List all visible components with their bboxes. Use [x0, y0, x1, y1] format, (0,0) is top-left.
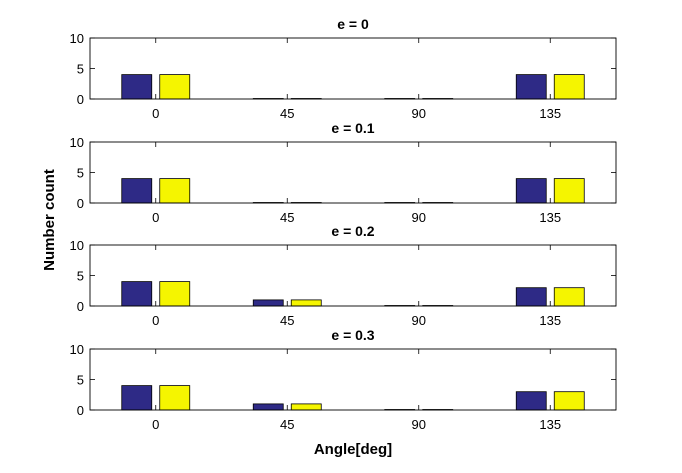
x-tick-label: 45 [280, 313, 294, 328]
bar [252, 299, 284, 307]
y-tick-label: 5 [77, 269, 84, 284]
x-axis-label: Angle[deg] [314, 441, 392, 458]
y-tick-label: 10 [70, 135, 84, 150]
bar [121, 74, 153, 100]
bar [553, 178, 585, 204]
x-tick-label: 0 [152, 210, 159, 225]
y-tick-label: 0 [77, 299, 84, 314]
bar [553, 391, 585, 411]
x-tick-label: 135 [539, 210, 561, 225]
x-tick-label: 45 [280, 106, 294, 121]
y-tick-label: 0 [77, 403, 84, 418]
y-tick-label: 10 [70, 238, 84, 253]
bar [515, 74, 547, 100]
x-tick-label: 0 [152, 313, 159, 328]
y-tick-label: 5 [77, 166, 84, 181]
bar [252, 403, 284, 411]
y-tick-label: 10 [70, 31, 84, 46]
y-tick-label: 10 [70, 342, 84, 357]
subplot-title: e = 0.2 [331, 223, 374, 239]
x-tick-label: 90 [412, 106, 426, 121]
subplot-title: e = 0.3 [331, 327, 374, 343]
bar [159, 74, 191, 100]
subplot-1: 0 5 10 0 45 90 135 e = 0 [70, 16, 617, 121]
x-tick-label: 90 [412, 210, 426, 225]
x-tick-label: 45 [280, 417, 294, 432]
y-axis-label: Number count [41, 169, 58, 271]
bar [121, 281, 153, 307]
subplot-3: 0 5 10 0 45 90 135 e = 0.2 [70, 223, 617, 328]
y-tick-label: 5 [77, 62, 84, 77]
x-tick-label: 90 [412, 313, 426, 328]
subplot-2: 0 5 10 0 45 90 135 e = 0.1 [70, 120, 617, 225]
bar [553, 287, 585, 307]
subplot-title: e = 0.1 [331, 120, 374, 136]
bar [515, 287, 547, 307]
bar [159, 178, 191, 204]
y-tick-label: 5 [77, 373, 84, 388]
x-tick-label: 0 [152, 106, 159, 121]
x-tick-label: 45 [280, 210, 294, 225]
x-tick-label: 135 [539, 417, 561, 432]
bar [290, 403, 322, 411]
bar [515, 178, 547, 204]
y-tick-label: 0 [77, 92, 84, 107]
x-tick-label: 0 [152, 417, 159, 432]
bar [515, 391, 547, 411]
y-tick-label: 0 [77, 196, 84, 211]
bar [121, 178, 153, 204]
bar [290, 299, 322, 307]
bar [121, 385, 153, 411]
bar [553, 74, 585, 100]
x-tick-label: 135 [539, 313, 561, 328]
subplot-title: e = 0 [337, 16, 369, 32]
subplot-4: 0 5 10 0 45 90 135 e = 0.3 [70, 327, 617, 432]
bar [159, 281, 191, 307]
x-tick-label: 90 [412, 417, 426, 432]
x-tick-label: 135 [539, 106, 561, 121]
bar [159, 385, 191, 411]
